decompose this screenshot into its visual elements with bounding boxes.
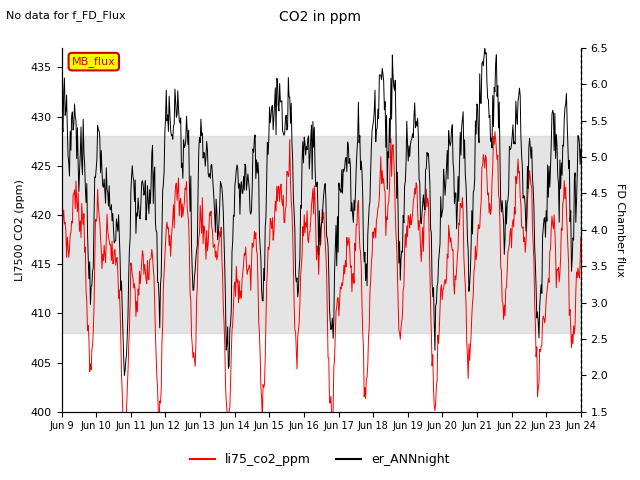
- Text: No data for f_FD_Flux: No data for f_FD_Flux: [6, 10, 126, 21]
- Text: CO2 in ppm: CO2 in ppm: [279, 10, 361, 24]
- Text: MB_flux: MB_flux: [72, 56, 116, 67]
- Legend: li75_co2_ppm, er_ANNnight: li75_co2_ppm, er_ANNnight: [186, 448, 454, 471]
- Bar: [61, 136, 581, 333]
- Y-axis label: FD Chamber flux: FD Chamber flux: [615, 183, 625, 276]
- Y-axis label: LI7500 CO2 (ppm): LI7500 CO2 (ppm): [15, 179, 25, 281]
